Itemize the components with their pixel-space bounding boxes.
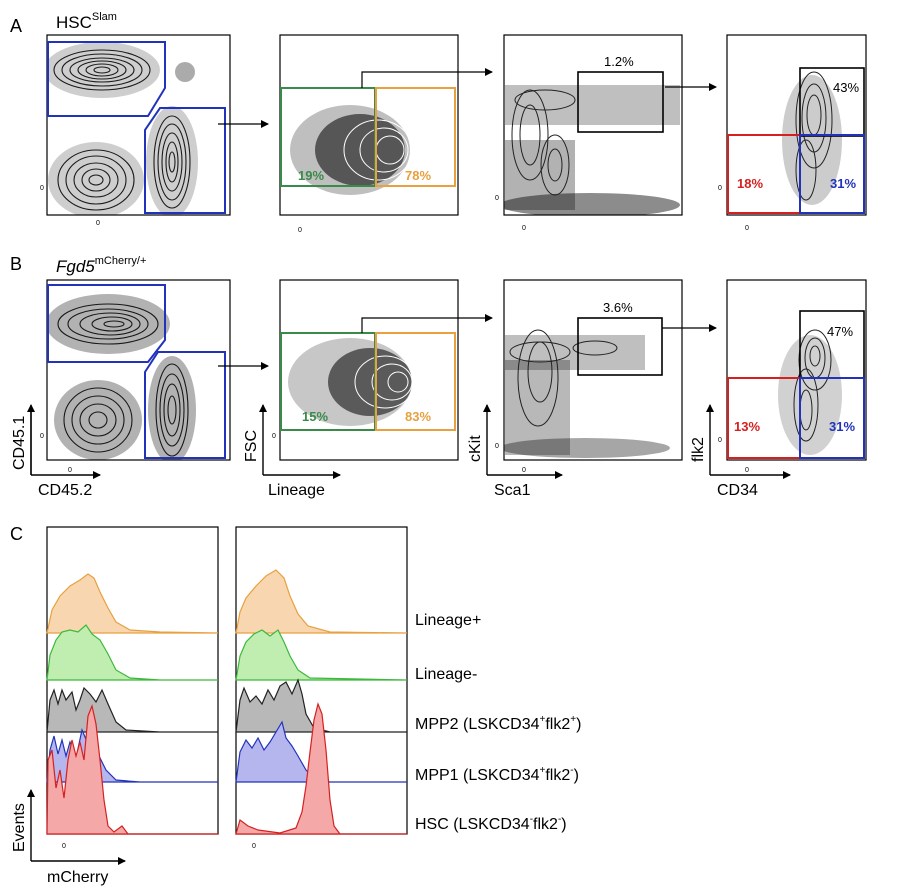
- svg-text:0: 0: [272, 433, 276, 440]
- panel-a-letter: A: [10, 16, 22, 36]
- svg-text:0: 0: [68, 467, 72, 474]
- histogram-legend: Lineage+ Lineage- MPP2 (LSKCD34+flk2+) M…: [415, 612, 581, 833]
- plot-a2-lineage: 19% 78%: [279, 34, 459, 216]
- axis-label-flk2: flk2: [690, 437, 707, 462]
- legend-lineage-neg: Lineage-: [415, 666, 477, 683]
- axis-label-mcherry: mCherry: [47, 869, 108, 886]
- axis-label-events: Events: [11, 803, 28, 852]
- svg-text:0: 0: [745, 225, 749, 232]
- plot-b2-lineage: 15% 83%: [279, 279, 459, 461]
- histogram-left: [46, 526, 219, 835]
- panel-b-heading: Fgd5mCherry/+: [56, 255, 146, 276]
- plot-b4-cd34: 47% 13% 31%: [726, 279, 867, 461]
- axis-label-ckit: cKit: [467, 435, 484, 462]
- plot-b1-cd45: [46, 279, 231, 461]
- svg-text:0: 0: [40, 185, 44, 192]
- axis-label-lineage: Lineage: [268, 482, 325, 499]
- gate-a-lin-pos: 78%: [405, 168, 431, 183]
- gate-a-mpp2: 43%: [833, 80, 859, 95]
- svg-text:0: 0: [40, 433, 44, 440]
- plot-a1-cd45: [46, 34, 231, 216]
- gate-b-hsc: 13%: [734, 419, 760, 434]
- histogram-right: [235, 526, 408, 835]
- axis-label-cd452: CD45.2: [38, 482, 92, 499]
- legend-mpp2: MPP2 (LSKCD34+flk2+): [415, 714, 581, 733]
- gate-a-mpp1: 31%: [830, 176, 856, 191]
- axis-label-cd34: CD34: [717, 482, 758, 499]
- gate-b-lin-pos: 83%: [405, 409, 431, 424]
- gate-b-mpp1: 31%: [829, 419, 855, 434]
- svg-text:0: 0: [96, 220, 100, 227]
- panel-a-heading: HSCSlam: [56, 11, 117, 32]
- plot-a3-lsk: 1.2%: [503, 34, 683, 216]
- svg-text:0: 0: [718, 185, 722, 192]
- svg-text:0: 0: [495, 195, 499, 202]
- gate-a-lin-neg: 19%: [298, 168, 324, 183]
- svg-text:0: 0: [522, 467, 526, 474]
- legend-hsc: HSC (LSKCD34-flk2-): [415, 814, 567, 833]
- plot-b3-lsk: 3.6%: [503, 279, 683, 461]
- gating-arrows-a: [218, 68, 717, 128]
- gate-b-lin-neg: 15%: [302, 409, 328, 424]
- axis-arrows-b: [27, 404, 791, 479]
- legend-mpp1: MPP1 (LSKCD34+flk2-): [415, 765, 579, 784]
- svg-text:0: 0: [298, 227, 302, 234]
- svg-text:0: 0: [252, 843, 256, 850]
- gating-arrows-b: [218, 314, 717, 370]
- svg-text:0: 0: [495, 443, 499, 450]
- panel-c-letter: C: [10, 524, 23, 544]
- gate-b-lsk: 3.6%: [603, 300, 633, 315]
- axis-label-cd451: CD45.1: [11, 416, 28, 470]
- legend-lineage-pos: Lineage+: [415, 612, 481, 629]
- axis-label-fsc: FSC: [243, 430, 260, 462]
- svg-text:0: 0: [522, 225, 526, 232]
- axis-arrows-c: [27, 789, 126, 865]
- panel-b-letter: B: [10, 254, 22, 274]
- plot-a4-cd34: 43% 18% 31%: [726, 34, 867, 216]
- gate-a-hsc: 18%: [737, 176, 763, 191]
- axis-label-sca1: Sca1: [494, 482, 531, 499]
- gate-a-lsk: 1.2%: [604, 54, 634, 69]
- svg-text:0: 0: [745, 467, 749, 474]
- gate-b-mpp2: 47%: [827, 324, 853, 339]
- svg-text:0: 0: [62, 843, 66, 850]
- svg-text:0: 0: [718, 437, 722, 444]
